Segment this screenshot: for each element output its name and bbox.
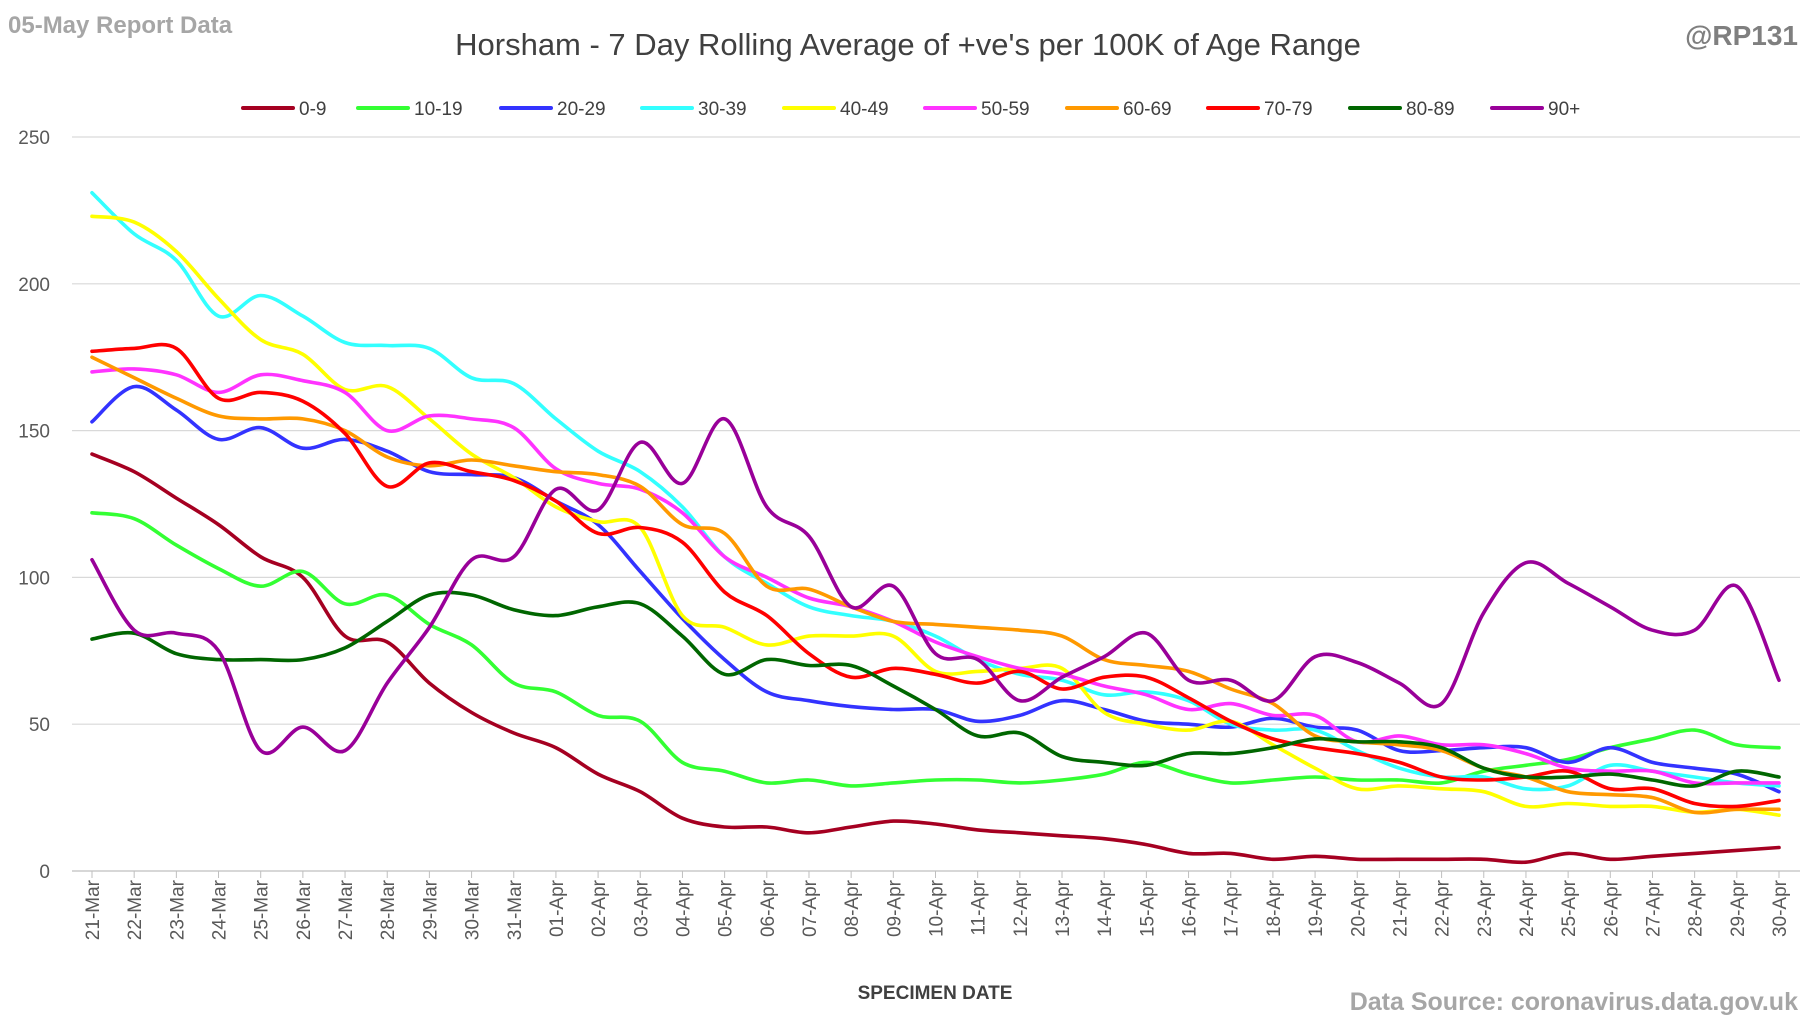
x-tick-label: 23-Apr bbox=[1475, 879, 1496, 937]
x-tick-label: 26-Apr bbox=[1601, 879, 1622, 937]
x-tick-label: 25-Apr bbox=[1559, 879, 1580, 937]
x-axis: 21-Mar 22-Mar 23-Mar 24-Mar 25-Mar 26-Mar 27-M… bbox=[83, 871, 1791, 940]
x-tick-label: 21-Apr bbox=[1390, 879, 1411, 937]
x-tick-label: 24-Mar bbox=[210, 879, 231, 940]
x-tick-label: 13-Apr bbox=[1053, 879, 1074, 937]
author-handle: @RP131 bbox=[1685, 20, 1798, 51]
x-tick-label: 05-Apr bbox=[716, 879, 737, 937]
legend-label: 80-89 bbox=[1406, 99, 1455, 120]
x-tick-label: 20-Apr bbox=[1348, 879, 1369, 937]
series-line-70-79 bbox=[90, 342, 1781, 809]
series-line-50-59 bbox=[90, 367, 1781, 786]
series-line-90+ bbox=[90, 417, 1781, 755]
y-tick-label: 0 bbox=[39, 862, 50, 883]
x-tick-label: 01-Apr bbox=[547, 879, 568, 937]
x-tick-label: 14-Apr bbox=[1095, 879, 1116, 937]
x-tick-label: 06-Apr bbox=[758, 879, 779, 937]
x-tick-label: 30-Apr bbox=[1770, 879, 1791, 937]
y-tick-label: 250 bbox=[18, 128, 50, 149]
legend-label: 30-39 bbox=[698, 99, 747, 120]
x-tick-label: 02-Apr bbox=[589, 879, 610, 937]
x-tick-label: 29-Apr bbox=[1728, 879, 1749, 937]
legend-label: 20-29 bbox=[557, 99, 606, 120]
x-tick-label: 04-Apr bbox=[673, 879, 694, 937]
x-axis-title: SPECIMEN DATE bbox=[858, 983, 1013, 1004]
x-tick-label: 28-Apr bbox=[1686, 879, 1707, 937]
x-tick-label: 27-Apr bbox=[1643, 879, 1664, 937]
y-tick-label: 150 bbox=[18, 422, 50, 443]
y-axis: 0 50 100 150 200 250 bbox=[18, 128, 50, 883]
report-date-label: 05-May Report Data bbox=[8, 12, 233, 39]
x-tick-label: 24-Apr bbox=[1517, 879, 1538, 937]
legend-label: 60-69 bbox=[1123, 99, 1172, 120]
legend-label: 90+ bbox=[1548, 99, 1580, 120]
legend-label: 10-19 bbox=[414, 99, 463, 120]
x-tick-label: 31-Mar bbox=[505, 879, 526, 940]
y-tick-label: 100 bbox=[18, 568, 50, 589]
y-tick-label: 50 bbox=[29, 715, 50, 736]
x-tick-label: 08-Apr bbox=[842, 879, 863, 937]
x-tick-label: 15-Apr bbox=[1137, 879, 1158, 937]
legend-label: 40-49 bbox=[840, 99, 889, 120]
series-lines bbox=[90, 191, 1781, 865]
x-tick-label: 29-Mar bbox=[420, 879, 441, 940]
x-tick-label: 21-Mar bbox=[83, 879, 104, 940]
legend-label: 0-9 bbox=[299, 99, 326, 120]
x-tick-label: 12-Apr bbox=[1011, 879, 1032, 937]
series-line-0-9 bbox=[90, 452, 1781, 865]
x-tick-label: 26-Mar bbox=[294, 879, 315, 940]
x-tick-label: 11-Apr bbox=[969, 879, 990, 935]
x-tick-label: 10-Apr bbox=[927, 879, 948, 937]
x-tick-label: 18-Apr bbox=[1264, 879, 1285, 937]
legend: 0-9 10-19 20-29 30-39 40-49 50-59 60-69 70-79 80… bbox=[241, 99, 1580, 120]
y-tick-label: 200 bbox=[18, 275, 50, 296]
legend-label: 70-79 bbox=[1264, 99, 1313, 120]
x-tick-label: 03-Apr bbox=[631, 879, 652, 937]
series-line-80-89 bbox=[90, 590, 1781, 788]
x-tick-label: 23-Mar bbox=[167, 879, 188, 940]
x-tick-label: 22-Mar bbox=[125, 879, 146, 940]
x-tick-label: 09-Apr bbox=[884, 879, 905, 937]
series-line-10-19 bbox=[90, 510, 1781, 788]
x-tick-label: 07-Apr bbox=[800, 879, 821, 937]
x-tick-label: 30-Mar bbox=[463, 879, 484, 940]
x-tick-label: 27-Mar bbox=[336, 879, 357, 940]
series-line-40-49 bbox=[90, 214, 1781, 817]
legend-label: 50-59 bbox=[981, 99, 1030, 120]
x-tick-label: 25-Mar bbox=[252, 879, 273, 940]
x-tick-label: 22-Apr bbox=[1433, 879, 1454, 937]
chart-title: Horsham - 7 Day Rolling Average of +ve's… bbox=[455, 27, 1361, 62]
x-tick-label: 17-Apr bbox=[1222, 879, 1243, 937]
x-tick-label: 28-Mar bbox=[378, 879, 399, 940]
x-tick-label: 16-Apr bbox=[1180, 879, 1201, 937]
x-tick-label: 19-Apr bbox=[1306, 879, 1327, 937]
data-source-label: Data Source: coronavirus.data.gov.uk bbox=[1350, 988, 1798, 1016]
